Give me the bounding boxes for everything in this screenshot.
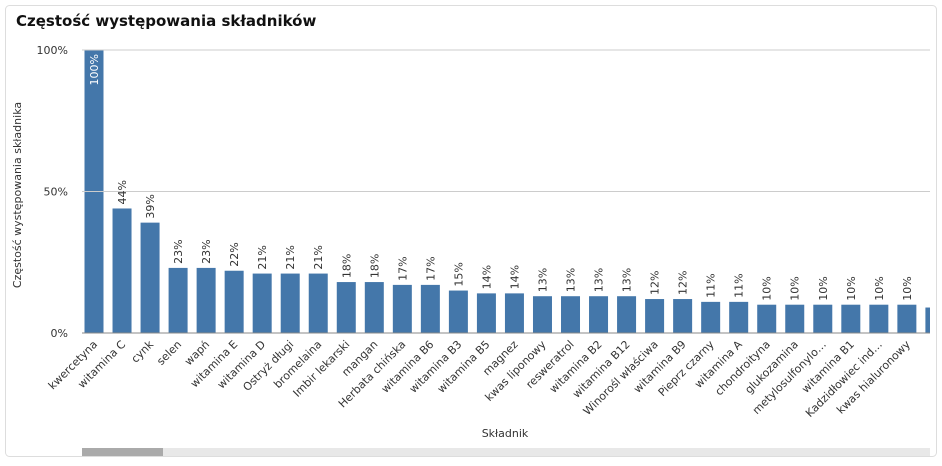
bar (729, 302, 748, 333)
bar (253, 274, 272, 333)
bar (645, 299, 664, 333)
value-label: 10% (761, 276, 774, 300)
value-label: 13% (593, 268, 606, 292)
bar (757, 305, 776, 333)
bar (813, 305, 832, 333)
bar (393, 285, 412, 333)
value-label: 12% (677, 271, 690, 295)
y-axis-label: Częstość występowania składnika (11, 102, 24, 288)
value-label: 39% (144, 194, 157, 218)
value-label: 10% (901, 276, 914, 300)
value-label: 21% (256, 245, 269, 269)
bar (141, 223, 160, 333)
bar (673, 299, 692, 333)
value-label: 17% (396, 256, 409, 280)
y-tick-label: 50% (44, 186, 68, 199)
value-label: 18% (340, 254, 353, 278)
bar (477, 293, 496, 333)
bar (421, 285, 440, 333)
bar (169, 268, 188, 333)
value-label: 11% (733, 273, 746, 297)
value-label: 11% (705, 273, 718, 297)
bar (309, 274, 328, 333)
bar (897, 305, 916, 333)
bar (365, 282, 384, 333)
bar (869, 305, 888, 333)
bar (505, 293, 524, 333)
scrollbar-thumb[interactable] (82, 448, 163, 456)
bar (281, 274, 300, 333)
value-label: 17% (424, 256, 437, 280)
value-label: 10% (845, 276, 858, 300)
bar (561, 296, 580, 333)
value-label: 21% (312, 245, 325, 269)
value-label: 10% (817, 276, 830, 300)
bar (225, 271, 244, 333)
y-tick-label: 0% (51, 327, 68, 340)
y-tick-label: 100% (37, 44, 68, 57)
bar (113, 208, 132, 333)
value-label: 21% (284, 245, 297, 269)
value-label: 23% (172, 239, 185, 263)
bar (617, 296, 636, 333)
bar (841, 305, 860, 333)
bar (197, 268, 216, 333)
value-label: 44% (116, 180, 129, 204)
value-label: 10% (873, 276, 886, 300)
bar (785, 305, 804, 333)
bar (533, 296, 552, 333)
bar (449, 291, 468, 333)
chart-title: Częstość występowania składników (16, 12, 316, 30)
bar (589, 296, 608, 333)
bar (337, 282, 356, 333)
value-label: 22% (228, 242, 241, 266)
value-label: 13% (565, 268, 578, 292)
value-label: 100% (88, 54, 101, 85)
scrollbar-track[interactable] (82, 448, 930, 456)
value-label: 12% (649, 271, 662, 295)
bar (701, 302, 720, 333)
value-label: 13% (536, 268, 549, 292)
value-label: 18% (368, 254, 381, 278)
value-label: 10% (789, 276, 802, 300)
value-label: 15% (452, 262, 465, 286)
value-label: 13% (621, 268, 634, 292)
value-label: 23% (200, 239, 213, 263)
value-label: 14% (508, 265, 521, 289)
x-axis-label: Składnik (482, 427, 529, 440)
value-label: 14% (480, 265, 493, 289)
